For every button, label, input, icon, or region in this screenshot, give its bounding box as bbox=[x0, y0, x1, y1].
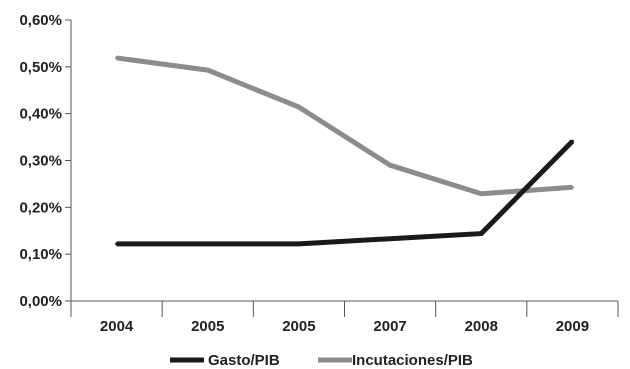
data-point bbox=[388, 163, 392, 167]
data-point bbox=[115, 242, 119, 246]
x-tick-label: 2008 bbox=[465, 318, 498, 335]
data-point bbox=[115, 56, 119, 60]
x-tick-label: 2004 bbox=[100, 318, 134, 335]
data-point bbox=[206, 68, 210, 72]
y-tick-label: 0,20% bbox=[19, 199, 62, 216]
legend-label: Gasto/PIB bbox=[208, 352, 280, 369]
series-line-gasto-pib bbox=[116, 139, 575, 247]
legend: Gasto/PIB Incutaciones/PIB bbox=[170, 352, 473, 369]
x-tick-label: 2009 bbox=[556, 318, 589, 335]
x-tick-label: 2005 bbox=[191, 318, 224, 335]
y-tick-label: 0,00% bbox=[19, 293, 62, 310]
data-point bbox=[479, 232, 483, 236]
data-point bbox=[297, 105, 301, 109]
x-tick-label: 2005 bbox=[282, 318, 315, 335]
legend-label: Incutaciones/PIB bbox=[352, 352, 473, 369]
series-line-incutaciones-pib bbox=[116, 55, 573, 197]
y-tick-label: 0,60% bbox=[19, 12, 62, 29]
data-point bbox=[388, 237, 392, 241]
data-point bbox=[570, 139, 574, 143]
series-layer bbox=[115, 55, 575, 247]
x-tick-label: 2007 bbox=[373, 318, 406, 335]
x-axis: 2004 2005 2005 2007 2008 2009 bbox=[70, 300, 619, 335]
data-point bbox=[570, 185, 574, 189]
data-point bbox=[206, 242, 210, 246]
y-tick-label: 0,30% bbox=[19, 153, 62, 170]
y-tick-label: 0,40% bbox=[19, 106, 62, 123]
y-axis: 0,00% 0,10% 0,20% 0,30% 0,40% 0,50% 0,60% bbox=[19, 12, 72, 310]
data-point bbox=[297, 242, 301, 246]
data-point bbox=[479, 192, 483, 196]
y-tick-label: 0,10% bbox=[19, 246, 62, 263]
y-tick-label: 0,50% bbox=[19, 59, 62, 76]
